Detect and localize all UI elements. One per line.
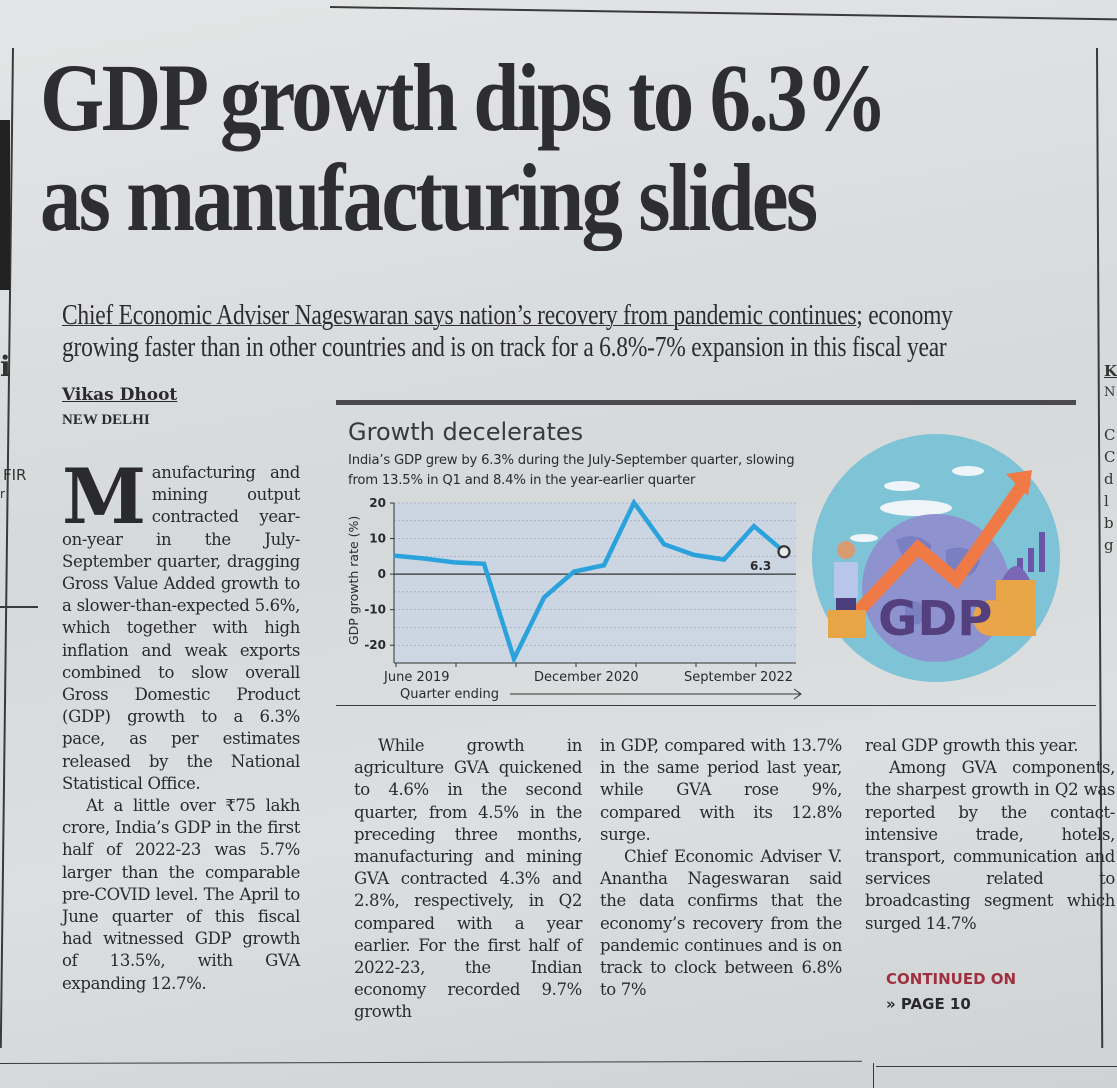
bottom-vertical-rule — [873, 1063, 875, 1088]
chart-bottom-rule — [336, 705, 1096, 707]
person-body — [834, 562, 858, 598]
col1-paragraph-1: anufacturing and mining output contracte… — [62, 463, 300, 793]
chart-subtitle: India’s GDP grew by 6.3% during the July… — [348, 453, 795, 488]
x-axis-label: Quarter ending — [400, 687, 499, 702]
left-fragment-fir: FIR — [3, 466, 27, 484]
bottom-rule-right — [876, 1066, 1117, 1068]
headline: GDP growth dips to 6.3% as manufacturing… — [40, 48, 943, 248]
x-tick-label-september-2022: September 2022 — [684, 670, 793, 685]
bar-chart-icon — [1017, 558, 1023, 572]
right-fragment-b: b — [1104, 514, 1114, 532]
article-column-2: While growth in agriculture GVA quickene… — [354, 735, 582, 1024]
last-value-label: 6.3 — [750, 559, 771, 573]
person-head — [837, 541, 855, 559]
article-column-3: in GDP, compared with 13.7% in the same … — [600, 735, 842, 1001]
right-fragment-d: d — [1104, 470, 1114, 488]
x-tick-label-june-2019: June 2019 — [383, 670, 450, 685]
left-side-rule — [0, 606, 38, 608]
deck-underlined-text: Chief Economic Adviser Nageswaran says n… — [62, 300, 857, 331]
y-tick-label: -20 — [364, 638, 386, 652]
bar-chart-icon — [1028, 548, 1034, 572]
x-tick-label-december-2020: December 2020 — [534, 670, 639, 685]
left-fragment-r: r — [0, 487, 5, 501]
col3-paragraph-2: Chief Economic Adviser V. Anantha Nagesw… — [600, 847, 842, 1000]
col1-paragraph-2: At a little over ₹75 lakh crore, India’s… — [62, 796, 300, 993]
chart-title: Growth decelerates — [348, 418, 584, 446]
deck-subheadline: Chief Economic Adviser Nageswaran says n… — [62, 300, 1053, 364]
y-tick-label: -10 — [364, 603, 386, 617]
rising-arrow-icon — [845, 476, 1032, 625]
cloud-icon — [850, 534, 878, 542]
right-fragment-l: l — [1104, 492, 1109, 510]
arrow-head — [1006, 470, 1032, 496]
y-axis-label: GDP growth rate (%) — [346, 516, 361, 645]
deck-line1-rest: ; economy — [856, 300, 953, 331]
y-tick-label: 20 — [369, 496, 386, 510]
headline-line-1: GDP growth dips to 6.3% — [40, 44, 888, 151]
col3-paragraph-1: in GDP, compared with 13.7% in the same … — [600, 736, 842, 844]
x-axis-arrow-head — [793, 688, 802, 700]
col4-paragraph-2: Among GVA components, the sharpest growt… — [865, 758, 1115, 933]
article-column-4: real GDP growth this year. Among GVA com… — [865, 735, 1115, 935]
continued-on-label: CONTINUED ON — [886, 970, 1017, 988]
left-dark-strip — [0, 120, 10, 290]
dateline: NEW DELHI — [62, 412, 150, 428]
right-fragment-c2: C — [1104, 448, 1116, 466]
last-data-point-marker — [777, 545, 791, 559]
right-fragment-g: g — [1104, 536, 1114, 554]
cloud-icon — [884, 481, 920, 491]
y-tick-label: 0 — [378, 567, 386, 581]
bar-chart-icon — [1039, 532, 1045, 572]
gdp-growth-chart: 20 10 0 -10 -20 GDP growth rate (%) June 201… — [346, 496, 802, 702]
right-fragment-c1: C — [1104, 426, 1116, 444]
money-bag-icon — [1002, 566, 1030, 580]
left-fragment-i: i — [0, 350, 11, 383]
bottom-rule-left — [0, 1060, 862, 1065]
gdp-illustration: GDP — [812, 434, 1060, 682]
right-fragment-n: N — [1104, 385, 1116, 400]
cloud-icon — [880, 500, 952, 516]
chart-top-rule — [336, 400, 1076, 405]
right-fragment-k: K — [1104, 362, 1117, 380]
top-border-rule — [329, 6, 1117, 20]
headline-line-2: as manufacturing slides — [40, 144, 818, 251]
col2-paragraph-1: While growth in agriculture GVA quickene… — [354, 736, 582, 1022]
gdp-growth-line — [393, 498, 786, 665]
coin-stack-icon — [828, 610, 866, 638]
continued-page-link[interactable]: » PAGE 10 — [886, 995, 971, 1013]
col4-paragraph-1: real GDP growth this year. — [865, 736, 1079, 755]
plot-area — [394, 503, 796, 663]
drop-cap: M — [62, 452, 146, 541]
byline-author: Vikas Dhoot — [62, 385, 178, 405]
deck-line-2: growing faster than in other countries a… — [62, 332, 947, 363]
illustration-gdp-label: GDP — [878, 591, 992, 647]
rupee-coin-icon — [973, 600, 1009, 636]
cloud-icon — [952, 466, 984, 476]
y-tick-label: 10 — [369, 532, 386, 546]
